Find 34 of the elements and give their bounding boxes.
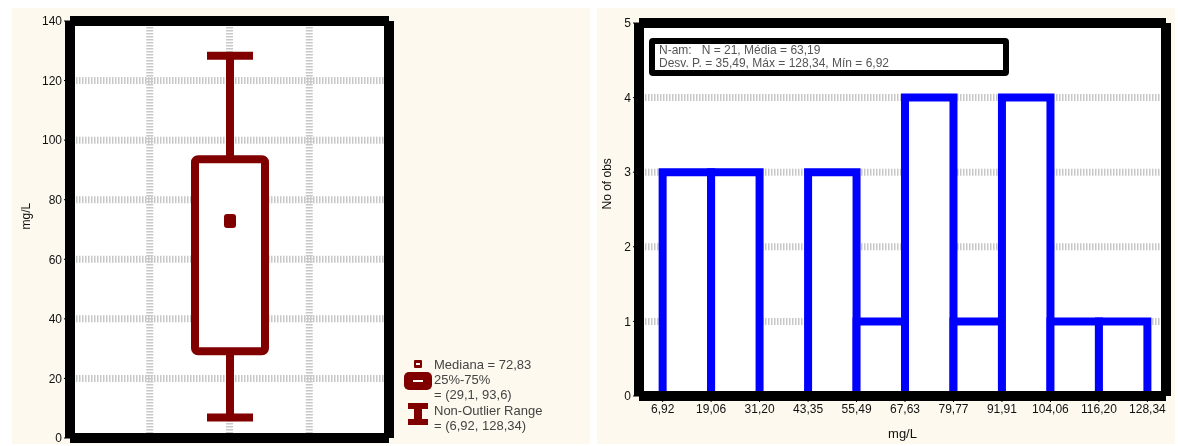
annotation: N-am: N = 21, Média = 63,19 bbox=[659, 43, 822, 57]
y-tick-label: 3 bbox=[624, 165, 632, 180]
y-tick-label: 80 bbox=[48, 192, 63, 207]
y-tick-label: 40 bbox=[48, 312, 63, 327]
y-tick-label: 100 bbox=[41, 133, 63, 148]
y-tick-label: 4 bbox=[624, 90, 632, 105]
x-tick-label: 116,20 bbox=[1081, 401, 1118, 416]
y-tick-label: 0 bbox=[55, 431, 63, 446]
x-tick-label: 67,63 bbox=[890, 401, 921, 416]
y-tick-label: 20 bbox=[48, 371, 63, 386]
x-tick-label: 104,06 bbox=[1032, 401, 1070, 416]
x-tick-label: 91,91 bbox=[986, 401, 1018, 416]
y-tick-label: 140 bbox=[41, 14, 63, 29]
annotation: Desv. P. = 35,49, Máx = 128,34, Mín = 6,92 bbox=[659, 56, 891, 70]
y-tick-label: 1 bbox=[624, 314, 632, 329]
y-tick-label: 120 bbox=[41, 73, 63, 88]
x-tick-label: 31,20 bbox=[744, 401, 775, 416]
x-tick-label: 128,34 bbox=[1129, 401, 1167, 416]
x-tick-label: 6,92 bbox=[650, 401, 675, 416]
y-tick-label: 0 bbox=[624, 389, 632, 404]
x-tick-label: 19,06 bbox=[696, 401, 727, 416]
text-frame: N-am: N = 21, Média = 63,19 Desv. P. = 35,49, Máx = 128,34, Mín = 6,92 bbox=[649, 38, 1009, 76]
x-tick-label: 55,49 bbox=[841, 401, 872, 416]
text: Non-Outlier Range = (6,92, 128,34) bbox=[434, 403, 543, 433]
x-tick-label: 79,77 bbox=[938, 401, 969, 416]
y-axis-title: No of obs bbox=[600, 158, 615, 210]
text: 25%-75% = (29,1, 93,6) bbox=[434, 372, 512, 402]
text: Mediana = 72,83 bbox=[434, 357, 532, 372]
y-tick-label: 60 bbox=[48, 252, 63, 267]
x-tick-label: 43,35 bbox=[793, 401, 824, 416]
y-axis-title: mg/L bbox=[19, 202, 34, 230]
y-tick-label: 5 bbox=[624, 16, 632, 31]
y-tick-label: 2 bbox=[624, 240, 632, 255]
x-axis-title: mg/L bbox=[888, 426, 917, 441]
